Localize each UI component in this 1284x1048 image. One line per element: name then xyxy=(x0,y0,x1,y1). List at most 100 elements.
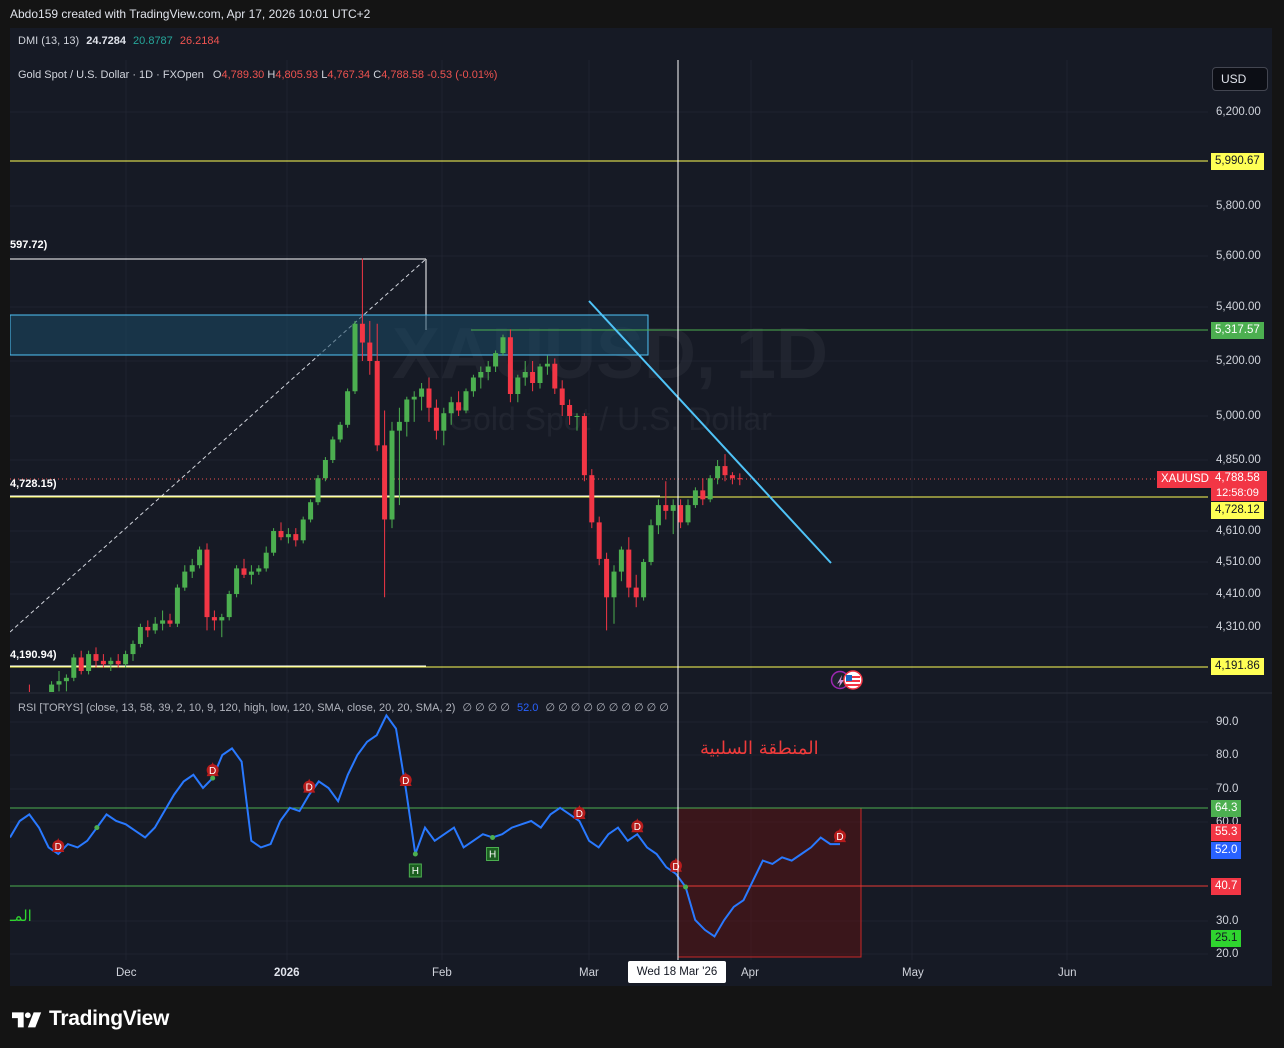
marker-label-h: H xyxy=(412,866,419,877)
candle xyxy=(448,396,454,425)
rsi-dot xyxy=(210,775,216,781)
candle xyxy=(197,546,203,569)
event-flag-icon[interactable] xyxy=(830,670,866,692)
divergence-marker-h[interactable]: H xyxy=(486,847,500,861)
currency-button[interactable]: USD xyxy=(1212,67,1268,91)
rsi-line[interactable] xyxy=(10,713,840,938)
candle-body xyxy=(115,660,121,665)
candle xyxy=(396,407,402,506)
candle xyxy=(174,584,180,627)
candle xyxy=(641,558,647,601)
candle-body xyxy=(293,534,299,541)
candle-body xyxy=(78,657,84,672)
grid-lines xyxy=(10,60,1208,960)
marker-label-d: D xyxy=(306,783,313,794)
candle-body xyxy=(604,558,610,598)
divergence-marker-d[interactable]: D xyxy=(52,838,65,853)
candle xyxy=(300,516,306,544)
candle xyxy=(137,623,143,648)
tradingview-logo[interactable]: TradingView xyxy=(12,1006,169,1032)
candle xyxy=(515,374,521,403)
price-tick: 5,200.00 xyxy=(1216,355,1261,367)
marker-label-d: D xyxy=(209,766,216,777)
candle xyxy=(263,546,269,572)
candle xyxy=(692,487,698,508)
divergence-marker-d[interactable]: D xyxy=(206,762,219,777)
rsi-dot xyxy=(94,825,100,831)
time-label: Jun xyxy=(1058,967,1077,979)
candle-body xyxy=(633,587,639,598)
rsi-markers: D D D D D D D D H H xyxy=(52,762,846,890)
candle-body xyxy=(322,460,328,479)
rsi-badge-lower: 40.7 xyxy=(1211,878,1242,895)
top-bar: Abdo159 created with TradingView.com, Ap… xyxy=(0,0,1284,28)
candle-body xyxy=(426,388,432,408)
candle-body xyxy=(574,416,580,417)
economic-event-icons[interactable] xyxy=(830,670,866,697)
price-tick: 4,310.00 xyxy=(1216,621,1261,633)
price-tick: 4,410.00 xyxy=(1216,588,1261,600)
candle xyxy=(544,355,550,375)
divergence-marker-d[interactable]: D xyxy=(631,818,644,833)
price-tick: 5,400.00 xyxy=(1216,301,1261,313)
candle-body xyxy=(130,643,136,655)
candle-body xyxy=(700,490,706,500)
divergence-marker-d[interactable]: D xyxy=(303,778,316,794)
dmi-indicator-legend[interactable]: DMI (13, 13) 24.7284 20.8787 26.2184 xyxy=(18,35,220,47)
candle-body xyxy=(648,525,654,562)
candle-body xyxy=(271,531,277,553)
candle-body xyxy=(182,571,188,588)
candle xyxy=(367,320,373,375)
marker-label-d: D xyxy=(576,809,583,820)
candle-body xyxy=(396,421,402,431)
supply-zone[interactable] xyxy=(10,314,649,356)
candle-body xyxy=(337,424,343,440)
tradingview-brand-text: TradingView xyxy=(49,1007,170,1030)
high-value: 4,805.93 xyxy=(275,69,319,81)
rsi-negative-zone[interactable] xyxy=(677,807,862,958)
candle xyxy=(722,454,728,482)
divergence-marker-d[interactable]: D xyxy=(573,805,586,820)
divergence-marker-d[interactable]: D xyxy=(399,772,412,787)
candle-body xyxy=(537,366,543,383)
low-label: L xyxy=(321,69,328,81)
rsi-tick: 70.0 xyxy=(1216,783,1239,795)
low-value: 4,767.34 xyxy=(327,69,371,81)
rsi-dot xyxy=(490,835,496,840)
candle xyxy=(700,478,706,506)
candle-body xyxy=(71,657,77,678)
candle xyxy=(382,410,388,598)
candle-body xyxy=(211,617,217,621)
watermark-description: Gold Spot / U.S. Dollar xyxy=(448,401,772,437)
rsi-tick: 30.0 xyxy=(1216,915,1239,927)
dmi-label: DMI (13, 13) xyxy=(18,35,80,47)
candle-body xyxy=(234,568,240,594)
candle-body xyxy=(544,363,550,367)
divergence-marker-h[interactable]: H xyxy=(408,863,422,878)
candle-body xyxy=(374,361,380,446)
marker-label-d: D xyxy=(55,842,62,853)
candle xyxy=(63,674,69,692)
candle-body xyxy=(419,388,425,397)
symbol-legend[interactable]: Gold Spot / U.S. Dollar · 1D · FXOpen O4… xyxy=(18,69,497,81)
candle-body xyxy=(86,654,92,672)
candle xyxy=(359,258,365,361)
candle xyxy=(278,522,284,541)
candle-body xyxy=(655,505,661,526)
divergence-marker-d[interactable]: D xyxy=(669,857,682,873)
divergence-marker-d[interactable]: D xyxy=(834,828,846,843)
descending-trendline[interactable] xyxy=(588,300,832,564)
candle xyxy=(115,654,121,668)
candle xyxy=(589,469,595,529)
rsi-dot xyxy=(683,884,689,890)
rsi-indicator-legend[interactable]: RSI [TORYS] (close, 13, 58, 39, 2, 10, 9… xyxy=(18,701,669,714)
candle xyxy=(152,617,158,634)
candle xyxy=(530,361,536,392)
candle-body xyxy=(189,565,195,572)
rsi-badge-min: 25.1 xyxy=(1211,930,1242,947)
candle xyxy=(411,391,417,422)
candle-body xyxy=(456,402,462,411)
candle xyxy=(234,565,240,598)
candle xyxy=(611,565,617,624)
